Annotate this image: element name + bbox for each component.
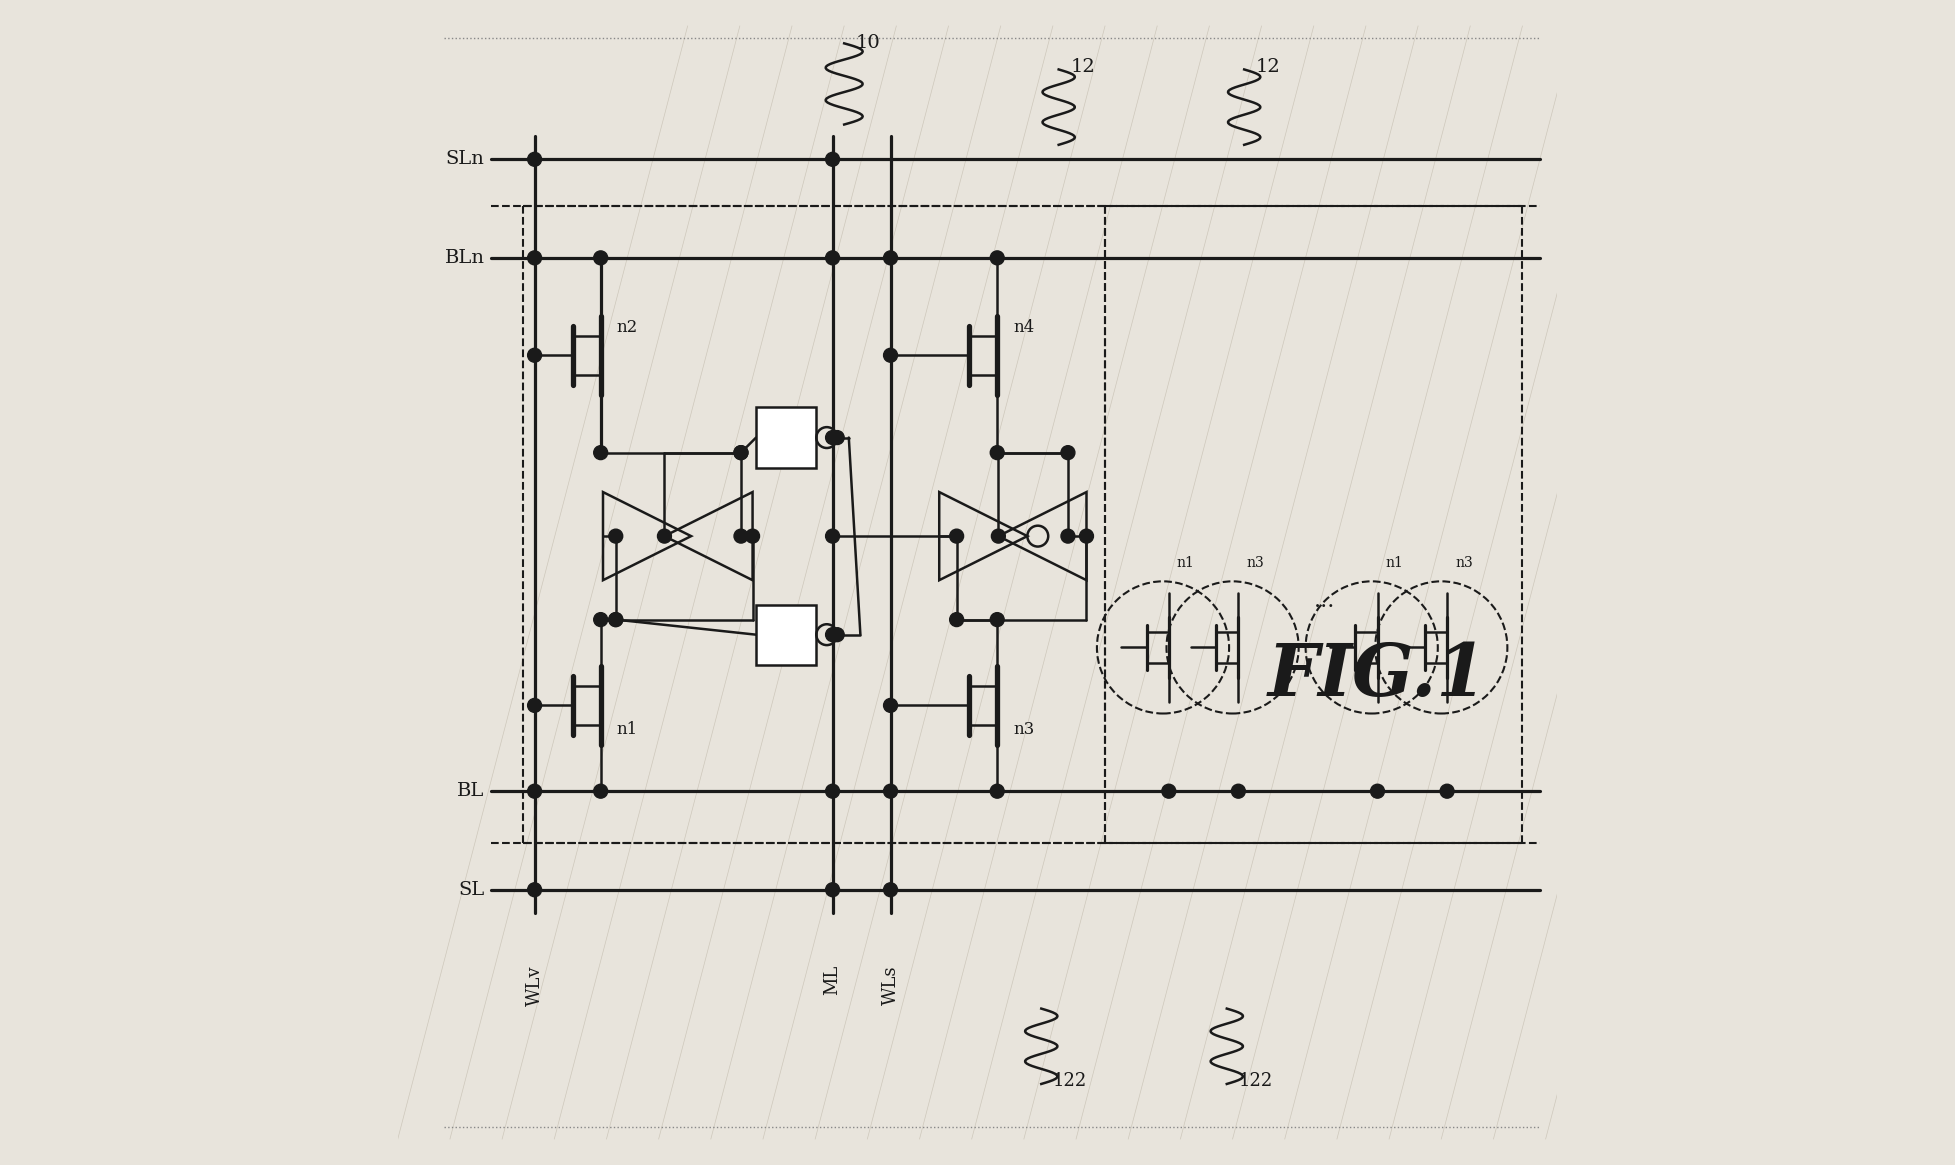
Circle shape <box>528 348 542 362</box>
Circle shape <box>745 529 760 543</box>
Circle shape <box>884 784 897 798</box>
Circle shape <box>594 446 608 460</box>
Text: 10: 10 <box>856 34 880 52</box>
Circle shape <box>594 250 608 264</box>
Circle shape <box>884 883 897 897</box>
Circle shape <box>1441 784 1455 798</box>
Circle shape <box>825 529 839 543</box>
Circle shape <box>825 883 839 897</box>
Circle shape <box>1370 784 1384 798</box>
Text: ML: ML <box>823 965 841 995</box>
Circle shape <box>594 784 608 798</box>
Text: BLn: BLn <box>444 249 485 267</box>
Text: n1: n1 <box>1177 557 1195 571</box>
Circle shape <box>825 153 839 167</box>
Text: WLs: WLs <box>882 965 899 1004</box>
Circle shape <box>950 613 964 627</box>
Circle shape <box>991 446 1005 460</box>
Text: ...: ... <box>1314 589 1335 612</box>
Circle shape <box>594 613 608 627</box>
Circle shape <box>608 613 624 627</box>
Circle shape <box>733 446 749 460</box>
Circle shape <box>884 348 897 362</box>
Circle shape <box>1062 529 1075 543</box>
Text: 12: 12 <box>1255 57 1281 76</box>
Text: WLv: WLv <box>526 965 543 1005</box>
Circle shape <box>1062 446 1075 460</box>
Circle shape <box>884 250 897 264</box>
Bar <box>757 408 817 467</box>
Circle shape <box>991 529 1005 543</box>
Circle shape <box>657 529 671 543</box>
Text: n4: n4 <box>1013 319 1034 336</box>
Circle shape <box>825 628 839 642</box>
Circle shape <box>950 529 964 543</box>
Circle shape <box>608 529 624 543</box>
Text: 122: 122 <box>1054 1072 1087 1090</box>
Circle shape <box>528 250 542 264</box>
Circle shape <box>528 153 542 167</box>
Circle shape <box>528 784 542 798</box>
Circle shape <box>991 613 1005 627</box>
Text: SLn: SLn <box>446 150 485 168</box>
Circle shape <box>528 883 542 897</box>
Text: n3: n3 <box>1247 557 1265 571</box>
Text: n3: n3 <box>1013 721 1034 739</box>
Bar <box>757 605 817 665</box>
Circle shape <box>733 446 749 460</box>
Text: BL: BL <box>457 782 485 800</box>
Text: n2: n2 <box>618 319 637 336</box>
Circle shape <box>831 628 845 642</box>
Circle shape <box>733 529 749 543</box>
Circle shape <box>884 699 897 712</box>
Circle shape <box>528 699 542 712</box>
Circle shape <box>991 250 1005 264</box>
Circle shape <box>1079 529 1093 543</box>
Text: 122: 122 <box>1238 1072 1273 1090</box>
Circle shape <box>825 784 839 798</box>
Circle shape <box>825 250 839 264</box>
Text: n1: n1 <box>1386 557 1404 571</box>
Circle shape <box>1161 784 1175 798</box>
Text: n1: n1 <box>618 721 637 739</box>
Text: 12: 12 <box>1069 57 1095 76</box>
Text: FIG.1: FIG.1 <box>1267 640 1488 711</box>
Circle shape <box>825 431 839 445</box>
Circle shape <box>1232 784 1245 798</box>
Circle shape <box>831 431 845 445</box>
Text: n3: n3 <box>1455 557 1472 571</box>
Circle shape <box>608 613 624 627</box>
Circle shape <box>991 784 1005 798</box>
Text: SL: SL <box>459 881 485 898</box>
